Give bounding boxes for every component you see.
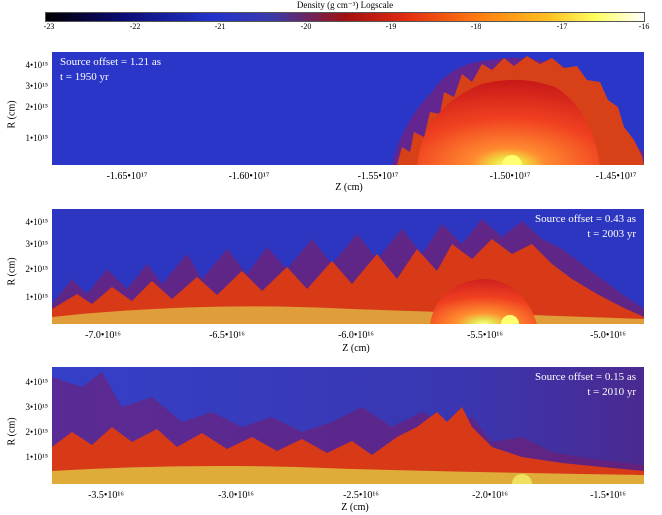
panel-2-ytick: 1•10¹⁵ (25, 292, 49, 302)
panel-2-ytick: 4•10¹⁵ (25, 217, 49, 227)
panel-2-ytick: 3•10¹⁵ (25, 239, 49, 249)
density-map-image-2 (52, 209, 644, 324)
panel-3-xlabel: Z (cm) (341, 502, 369, 513)
panel-3-xtick: -1.5•10¹⁶ (590, 490, 626, 501)
panel-2-xlabel: Z (cm) (342, 343, 370, 354)
colorbar-tick: -18 (470, 22, 482, 31)
density-map-image-1 (52, 52, 644, 165)
panel-1-xtick: -1.60•10¹⁷ (228, 171, 270, 182)
panel-1-time: t = 1950 yr (60, 71, 109, 83)
colorbar-tick: -23 (43, 22, 55, 31)
panel-1-xtick: -1.45•10¹⁷ (595, 171, 637, 182)
panel-3-ytick: 2•10¹⁵ (25, 427, 49, 437)
density-map-panel-1: Source offset = 1.21 as t = 1950 yr (52, 52, 644, 165)
panel-1-ytick: 1•10¹⁵ (25, 133, 49, 143)
panel-3-xtick: -3.0•10¹⁶ (218, 490, 254, 501)
panel-2-xtick: -6.5•10¹⁶ (209, 330, 245, 341)
panel-3-ytick: 4•10¹⁵ (25, 377, 49, 387)
panel-2-xtick: -6.0•10¹⁶ (338, 330, 374, 341)
panel-2-ytick: 2•10¹⁵ (25, 264, 49, 274)
panel-3-time: t = 2010 yr (587, 386, 636, 398)
colorbar-tick: -16 (638, 22, 650, 31)
density-map-panel-2: Source offset = 0.43 as t = 2003 yr (52, 209, 644, 324)
panel-3-ytick: 3•10¹⁵ (25, 402, 49, 412)
density-map-image-3 (52, 367, 644, 484)
panel-1-xtick: -1.50•10¹⁷ (489, 171, 531, 182)
colorbar-tick: -17 (556, 22, 568, 31)
panel-1-xtick: -1.65•10¹⁷ (106, 171, 148, 182)
panel-2-xtick: -5.0•10¹⁶ (590, 330, 626, 341)
panel-2-xtick: -5.5•10¹⁶ (467, 330, 503, 341)
panel-1-xlabel: Z (cm) (335, 182, 363, 193)
panel-3-source-offset: Source offset = 0.15 as (534, 371, 636, 383)
panel-1-ytick: 4•10¹⁵ (25, 60, 49, 70)
panel-3-xtick: -2.0•10¹⁶ (472, 490, 508, 501)
panel-1-ytick: 3•10¹⁵ (25, 81, 49, 91)
panel-2-source-offset: Source offset = 0.43 as (534, 213, 636, 225)
panel-1-source-offset: Source offset = 1.21 as (60, 56, 162, 68)
panel-2-time: t = 2003 yr (587, 228, 636, 240)
density-colorbar (45, 12, 645, 22)
panel-3-ytick: 1•10¹⁵ (25, 452, 49, 462)
panel-2-xtick: -7.0•10¹⁶ (85, 330, 121, 341)
colorbar-tick: -19 (385, 22, 397, 31)
panel-1-xtick: -1.55•10¹⁷ (357, 171, 399, 182)
panel-1-ytick: 2•10¹⁵ (25, 102, 49, 112)
density-map-panel-3: Source offset = 0.15 as t = 2010 yr (52, 367, 644, 484)
panel-3-xtick: -3.5•10¹⁶ (88, 490, 124, 501)
colorbar-tick: -21 (214, 22, 226, 31)
colorbar-title: Density (g cm⁻³) Logscale (296, 0, 394, 10)
colorbar-tick: -22 (129, 22, 141, 31)
panel-3-xtick: -2.5•10¹⁶ (343, 490, 379, 501)
colorbar-tick: -20 (300, 22, 312, 31)
